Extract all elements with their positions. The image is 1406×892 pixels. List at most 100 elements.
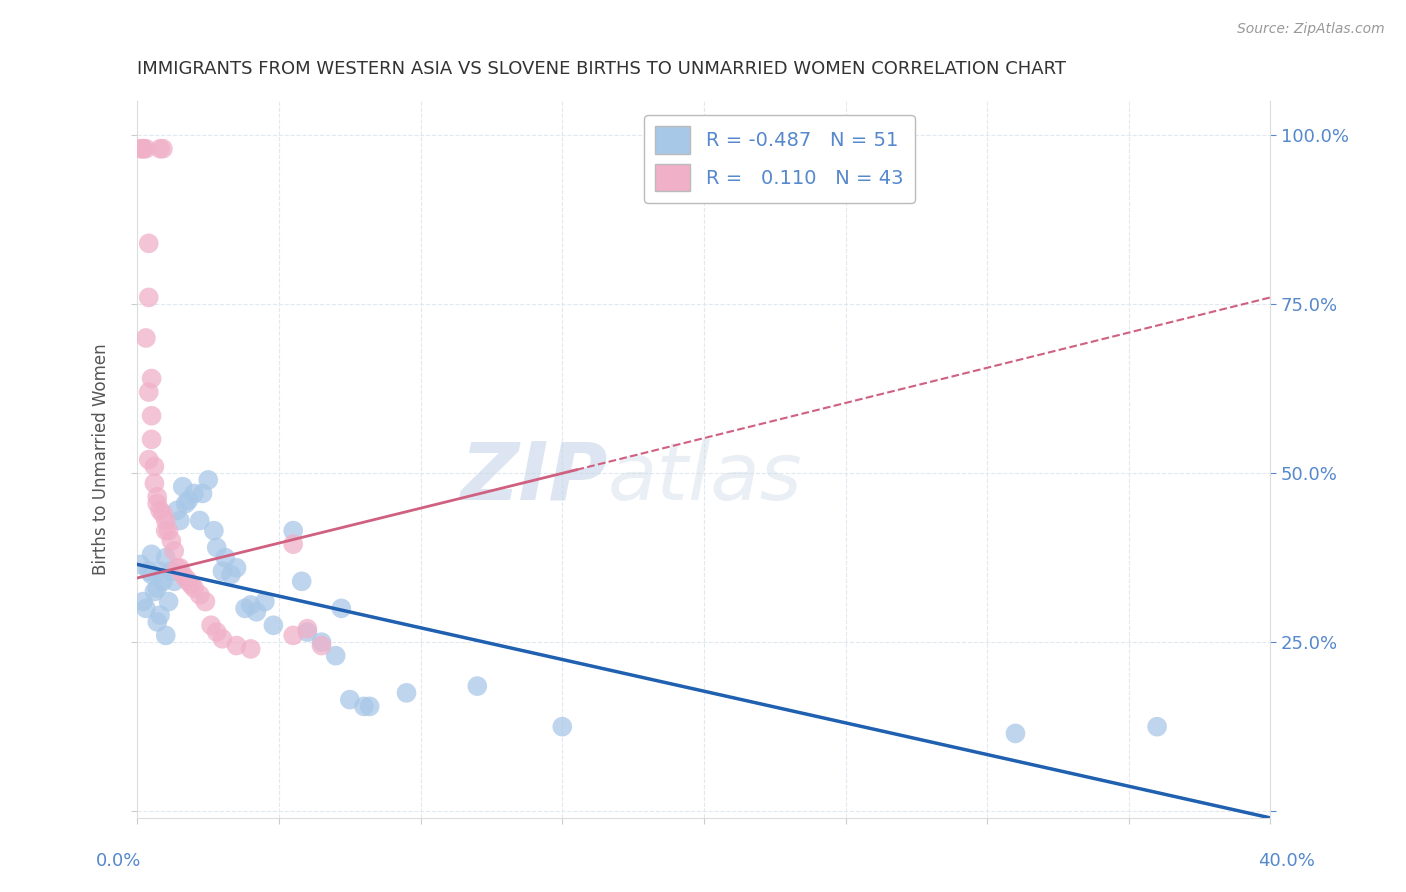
Point <box>132 594 155 608</box>
Point <box>166 561 188 575</box>
Point <box>132 142 155 156</box>
Point <box>146 615 169 629</box>
Point <box>172 480 194 494</box>
Point <box>146 490 169 504</box>
Point <box>172 567 194 582</box>
Point <box>283 524 305 538</box>
Point <box>225 561 247 575</box>
Point <box>138 564 160 578</box>
Point <box>155 524 177 538</box>
Point <box>291 574 314 589</box>
Point <box>149 608 172 623</box>
Point <box>155 514 177 528</box>
Point <box>143 459 166 474</box>
Y-axis label: Births to Unmarried Women: Births to Unmarried Women <box>93 343 110 575</box>
Point <box>359 699 381 714</box>
Point <box>202 524 225 538</box>
Point <box>152 507 174 521</box>
Point <box>330 601 353 615</box>
Point <box>141 567 163 582</box>
Point <box>135 601 157 615</box>
Point <box>311 639 333 653</box>
Point <box>225 639 247 653</box>
Point <box>311 635 333 649</box>
Text: 0.0%: 0.0% <box>96 852 141 870</box>
Point <box>174 497 197 511</box>
Point <box>160 533 183 548</box>
Point <box>339 692 361 706</box>
Point <box>152 142 174 156</box>
Point <box>143 476 166 491</box>
Point <box>188 588 211 602</box>
Point <box>551 720 574 734</box>
Point <box>188 514 211 528</box>
Point <box>183 486 205 500</box>
Point <box>200 618 222 632</box>
Point <box>194 594 217 608</box>
Point <box>219 567 242 582</box>
Text: IMMIGRANTS FROM WESTERN ASIA VS SLOVENE BIRTHS TO UNMARRIED WOMEN CORRELATION CH: IMMIGRANTS FROM WESTERN ASIA VS SLOVENE … <box>138 60 1066 78</box>
Point <box>191 486 214 500</box>
Point <box>138 290 160 304</box>
Point <box>197 473 219 487</box>
Point <box>135 142 157 156</box>
Point <box>155 550 177 565</box>
Point <box>297 625 319 640</box>
Point <box>163 544 186 558</box>
Point <box>146 497 169 511</box>
Point <box>152 574 174 589</box>
Point <box>177 574 200 589</box>
Point <box>141 547 163 561</box>
Point <box>325 648 347 663</box>
Point <box>157 524 180 538</box>
Point <box>205 625 228 640</box>
Point <box>233 601 256 615</box>
Point <box>180 578 202 592</box>
Point <box>146 581 169 595</box>
Point <box>141 409 163 423</box>
Point <box>143 584 166 599</box>
Text: atlas: atlas <box>607 439 803 516</box>
Point <box>283 537 305 551</box>
Point <box>205 541 228 555</box>
Point <box>177 493 200 508</box>
Point <box>1004 726 1026 740</box>
Point <box>211 632 233 646</box>
Point <box>160 564 183 578</box>
Point <box>211 564 233 578</box>
Point <box>169 561 191 575</box>
Point <box>1146 720 1168 734</box>
Point <box>141 433 163 447</box>
Point <box>163 574 186 589</box>
Text: Source: ZipAtlas.com: Source: ZipAtlas.com <box>1237 22 1385 37</box>
Point <box>149 503 172 517</box>
Point <box>169 514 191 528</box>
Text: 40.0%: 40.0% <box>1258 852 1315 870</box>
Point <box>157 594 180 608</box>
Legend: R = -0.487   N = 51, R =   0.110   N = 43: R = -0.487 N = 51, R = 0.110 N = 43 <box>644 115 915 202</box>
Point <box>283 628 305 642</box>
Point <box>353 699 375 714</box>
Point <box>214 550 236 565</box>
Point <box>395 686 418 700</box>
Point <box>245 605 267 619</box>
Point <box>297 622 319 636</box>
Point <box>183 581 205 595</box>
Point <box>138 385 160 400</box>
Point <box>138 236 160 251</box>
Point <box>239 641 262 656</box>
Point <box>149 142 172 156</box>
Point <box>129 142 152 156</box>
Point <box>141 371 163 385</box>
Text: ZIP: ZIP <box>460 439 607 516</box>
Point <box>149 564 172 578</box>
Point <box>262 618 284 632</box>
Point <box>129 558 152 572</box>
Point <box>253 594 276 608</box>
Point <box>166 503 188 517</box>
Point <box>465 679 488 693</box>
Point <box>155 628 177 642</box>
Point <box>135 331 157 345</box>
Point <box>132 142 155 156</box>
Point <box>239 598 262 612</box>
